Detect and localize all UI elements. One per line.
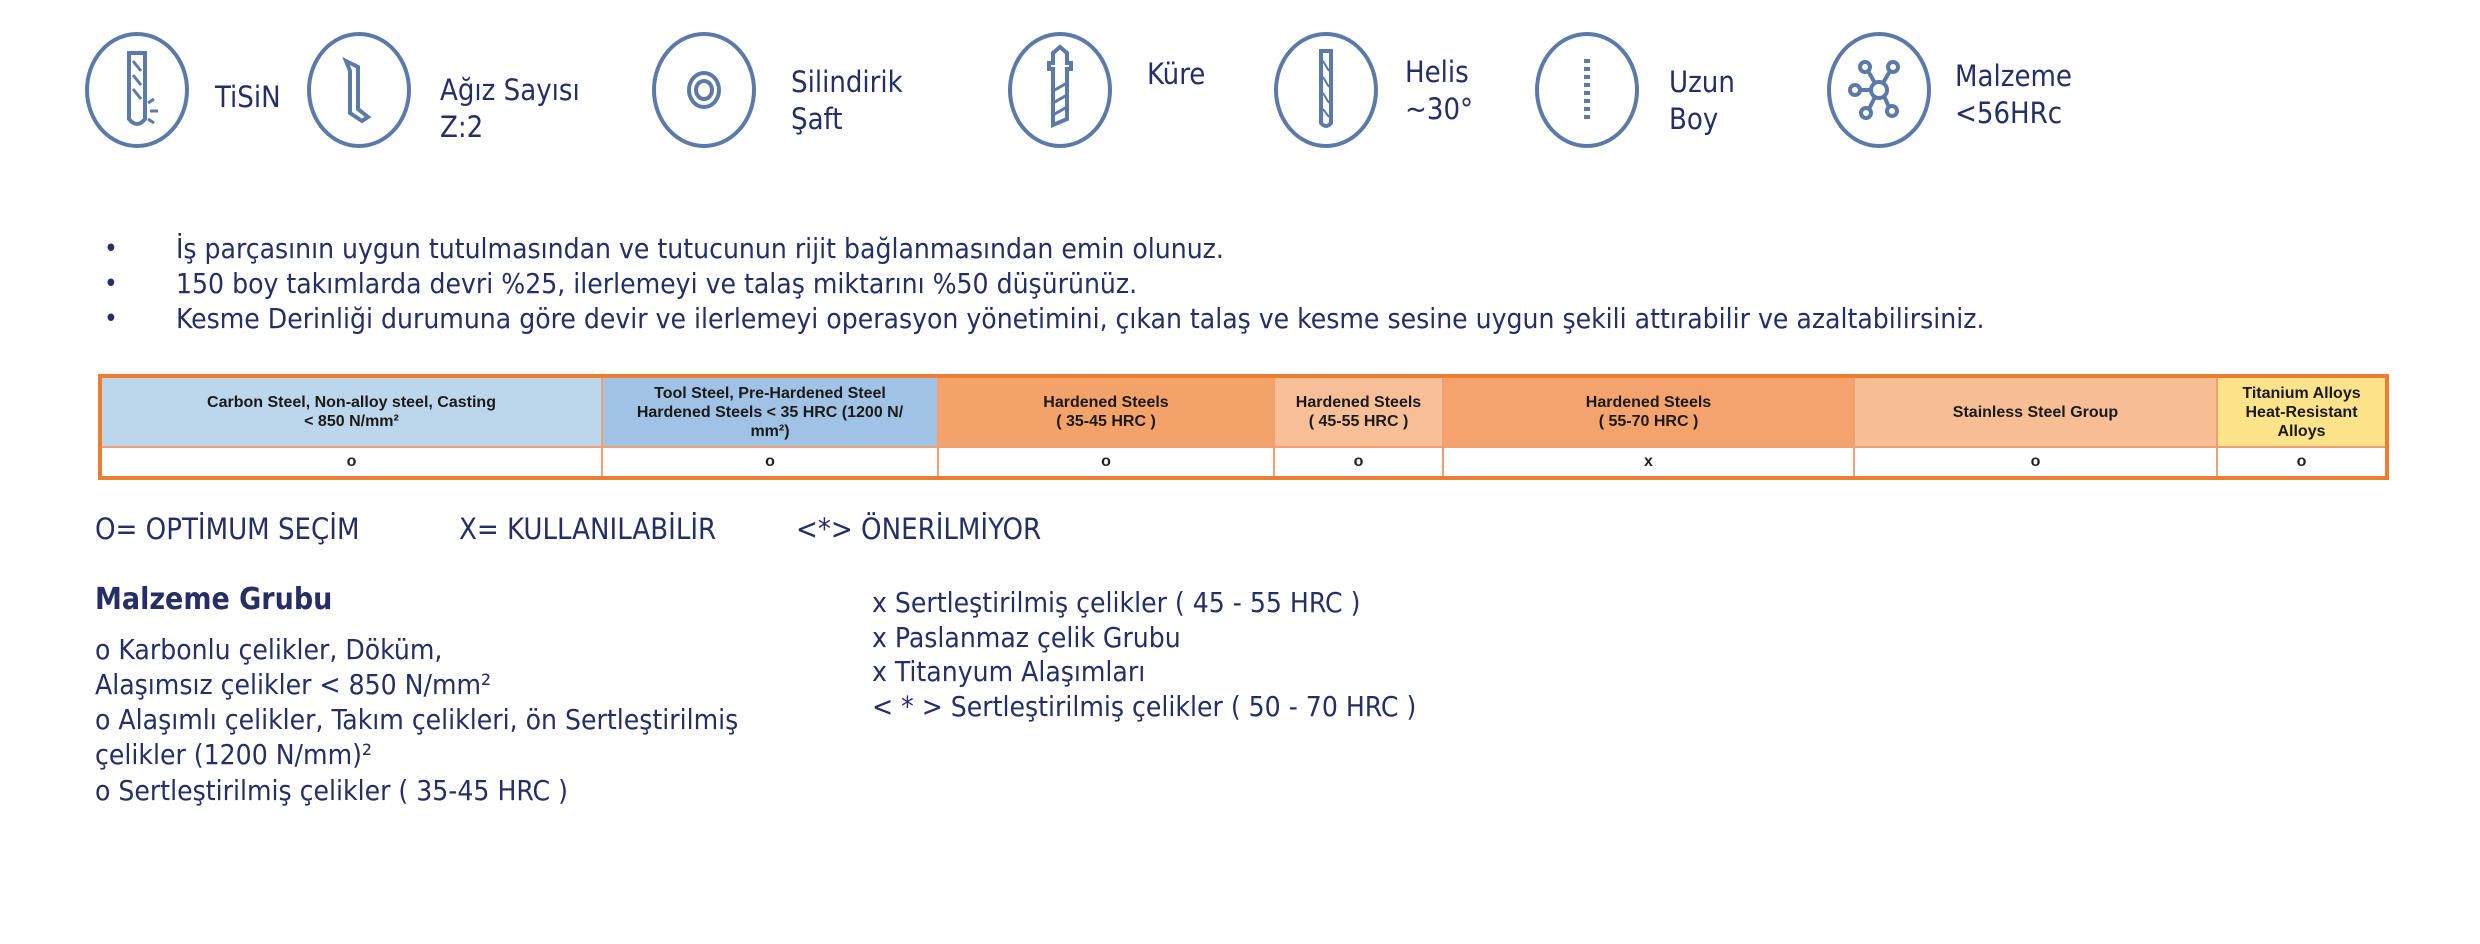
- length-line1: Uzun: [1669, 65, 1735, 99]
- table-header-cell: Titanium Alloys Heat-Resistant Alloys: [2216, 375, 2388, 448]
- bullet-icon: •: [104, 269, 118, 299]
- table-cell: o: [2216, 446, 2388, 479]
- material-line: çelikler (1200 N/mm)²: [95, 738, 373, 771]
- ball-end-icon: [1008, 32, 1112, 148]
- table-cell: o: [937, 446, 1275, 479]
- material-line: Alaşımsız çelikler < 850 N/mm²: [95, 668, 492, 701]
- legend-not-recommended: <*> ÖNERİLMİYOR: [796, 512, 1042, 546]
- helix-value: ~30°: [1405, 92, 1474, 126]
- icon-label-coating: TiSiN: [215, 79, 281, 116]
- flutes-title: Ağız Sayısı: [440, 73, 580, 107]
- shank-line2: Şaft: [791, 102, 843, 136]
- note-item: İş parçasının uygun tutulmasından ve tut…: [176, 232, 1224, 265]
- table-cell: o: [1273, 446, 1444, 479]
- material-line: x Titanyum Alaşımları: [872, 655, 1146, 688]
- material-line: x Sertleştirilmiş çelikler ( 45 - 55 HRC…: [872, 586, 1361, 619]
- material-line: x Paslanmaz çelik Grubu: [872, 621, 1181, 654]
- bullet-icon: •: [104, 304, 118, 334]
- legend-usable: X= KULLANILABİLİR: [459, 512, 717, 546]
- material-line: o Sertleştirilmiş çelikler ( 35-45 HRC ): [95, 774, 568, 807]
- helix-icon: [1274, 32, 1378, 148]
- material-suitability-table: Carbon Steel, Non-alloy steel, Casting <…: [98, 374, 2389, 480]
- icon-label-material: Malzeme <56HRc: [1955, 58, 2072, 132]
- icon-label-flutes: Ağız Sayısı Z:2: [440, 72, 580, 146]
- flute-icon: [307, 32, 411, 148]
- length-line2: Boy: [1669, 102, 1719, 136]
- icon-label-shank: Silindirik Şaft: [791, 64, 903, 138]
- shank-line1: Silindirik: [791, 65, 903, 99]
- material-group-title: Malzeme Grubu: [95, 582, 333, 617]
- note-item: 150 boy takımlarda devri %25, ilerlemeyi…: [176, 267, 1138, 300]
- table-cell: o: [1853, 446, 2218, 479]
- icon-label-ball: Küre: [1147, 56, 1205, 93]
- table-header-cell: Carbon Steel, Non-alloy steel, Casting <…: [99, 375, 603, 448]
- table-header-cell: Stainless Steel Group: [1853, 375, 2218, 448]
- table-cell: x: [1442, 446, 1855, 479]
- long-length-icon: [1535, 32, 1639, 148]
- table-cell: o: [601, 446, 939, 479]
- flutes-value: Z:2: [440, 110, 484, 144]
- note-item: Kesme Derinliği durumuna göre devir ve i…: [176, 302, 1985, 335]
- icon-label-length: Uzun Boy: [1669, 64, 1735, 138]
- material-value: <56HRc: [1955, 96, 2063, 130]
- material-icon: [1827, 32, 1931, 148]
- table-header-cell: Tool Steel, Pre-Hardened Steel Hardened …: [601, 375, 939, 448]
- helix-title: Helis: [1405, 55, 1469, 89]
- table-cell: o: [99, 446, 603, 479]
- legend-optimum: O= OPTİMUM SEÇİM: [95, 512, 360, 546]
- coated-tool-icon: [85, 32, 189, 148]
- table-header-cell: Hardened Steels ( 45-55 HRC ): [1273, 375, 1444, 448]
- material-line: o Karbonlu çelikler, Döküm,: [95, 633, 443, 666]
- table-header-cell: Hardened Steels ( 55-70 HRC ): [1442, 375, 1855, 448]
- table-header-cell: Hardened Steels ( 35-45 HRC ): [937, 375, 1275, 448]
- cylindrical-shank-icon: [652, 32, 756, 148]
- material-line: o Alaşımlı çelikler, Takım çelikleri, ön…: [95, 703, 739, 736]
- ball-text: Küre: [1147, 57, 1206, 91]
- table-header-row: Carbon Steel, Non-alloy steel, Casting <…: [99, 375, 2388, 448]
- icon-label-helix: Helis ~30°: [1405, 54, 1473, 128]
- coating-text: TiSiN: [215, 80, 281, 114]
- material-line: < * > Sertleştirilmiş çelikler ( 50 - 70…: [872, 690, 1417, 723]
- bullet-icon: •: [104, 234, 118, 264]
- material-title: Malzeme: [1955, 59, 2072, 93]
